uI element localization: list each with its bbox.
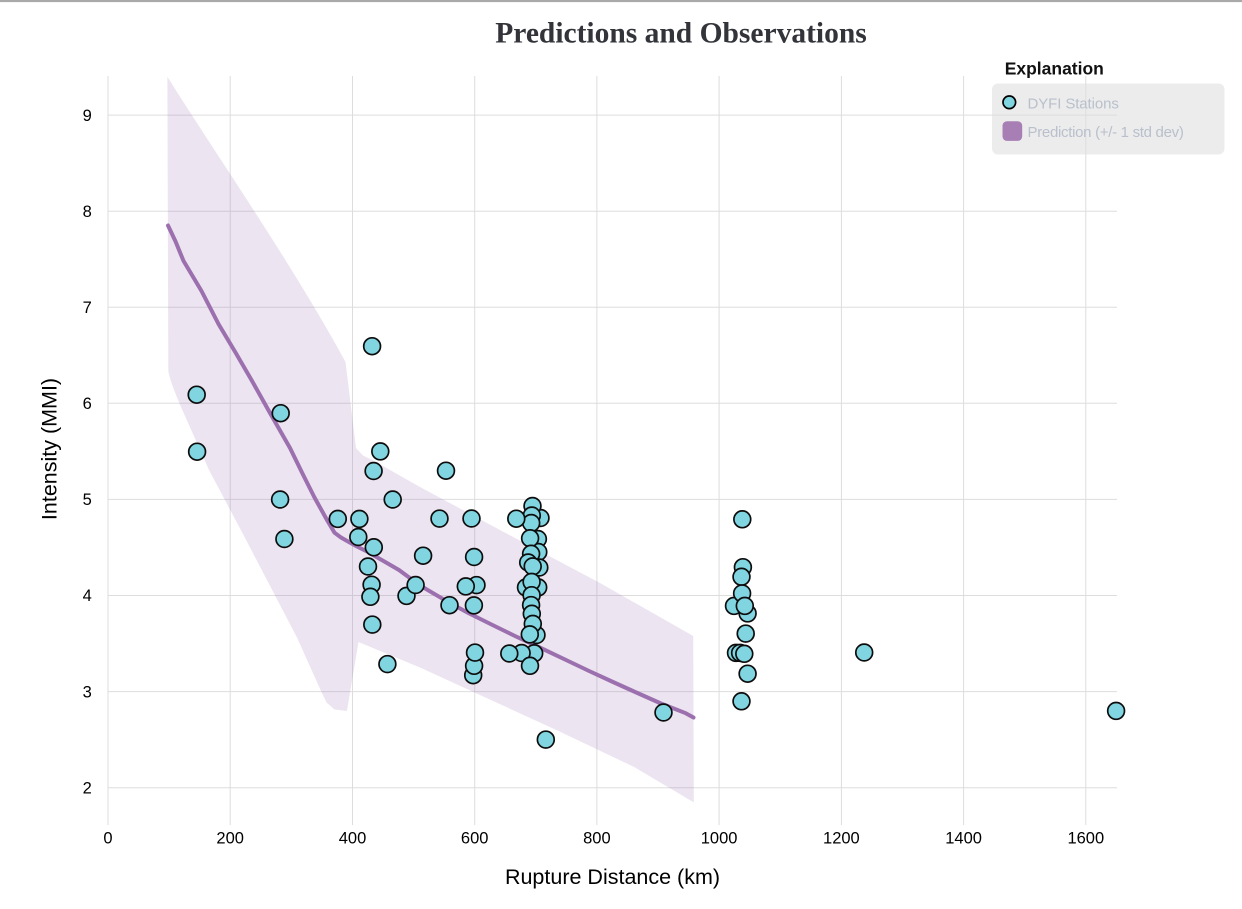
svg-text:0: 0 (103, 829, 112, 847)
svg-text:Intensity (MMI): Intensity (MMI) (38, 378, 62, 520)
svg-text:Explanation: Explanation (1005, 59, 1104, 79)
svg-text:400: 400 (339, 829, 367, 847)
svg-text:6: 6 (83, 395, 92, 413)
svg-text:Rupture Distance (km): Rupture Distance (km) (505, 865, 720, 889)
svg-text:1600: 1600 (1067, 829, 1104, 847)
svg-text:600: 600 (461, 829, 489, 847)
svg-text:Prediction (+/- 1 std dev): Prediction (+/- 1 std dev) (1028, 124, 1184, 141)
svg-text:Predictions and Observations: Predictions and Observations (495, 18, 867, 50)
svg-text:7: 7 (83, 299, 92, 317)
svg-text:1200: 1200 (823, 829, 860, 847)
svg-text:1400: 1400 (945, 829, 982, 847)
svg-text:8: 8 (83, 203, 92, 221)
svg-text:DYFI Stations: DYFI Stations (1028, 96, 1119, 113)
svg-text:800: 800 (583, 829, 611, 847)
svg-text:5: 5 (83, 491, 92, 509)
svg-text:4: 4 (83, 587, 92, 605)
svg-text:1000: 1000 (701, 829, 738, 847)
svg-text:200: 200 (216, 829, 244, 847)
svg-text:9: 9 (83, 107, 92, 125)
svg-text:2: 2 (83, 779, 92, 797)
svg-text:3: 3 (83, 683, 92, 701)
